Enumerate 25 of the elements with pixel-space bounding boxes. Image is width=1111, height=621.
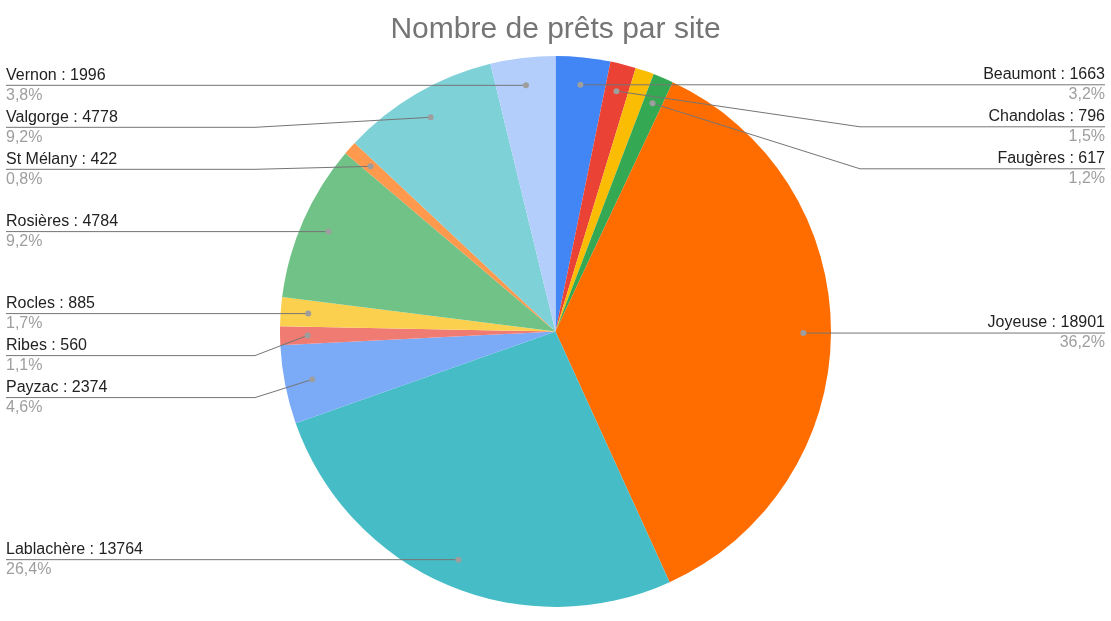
data-label: 1,1% [6, 356, 43, 374]
slice-label: Payzac : 2374 [6, 378, 108, 396]
slice-label: Valgorge : 4778 [6, 107, 118, 125]
slice-label: Vernon : 1996 [6, 65, 106, 83]
data-label: 9,2% [6, 232, 43, 250]
data-label: 1,2% [1068, 169, 1105, 187]
slice-label: Rocles : 885 [6, 294, 96, 312]
chart-title: Nombre de prêts par site [390, 11, 721, 45]
slice-label: Joyeuse : 18901 [987, 313, 1106, 331]
slice-label: Beaumont : 1663 [983, 65, 1106, 83]
data-label: 3,8% [6, 85, 43, 103]
slice-label: Chandolas : 796 [988, 107, 1106, 125]
data-label: 9,2% [6, 127, 43, 145]
data-label: 1,7% [6, 314, 43, 332]
data-label: 1,5% [1068, 127, 1105, 145]
slice-label: Lablachère : 13764 [6, 540, 144, 558]
data-label: 0,8% [6, 169, 43, 187]
slice-label: Ribes : 560 [6, 336, 88, 354]
data-label: 3,2% [1068, 85, 1105, 103]
data-label: 36,2% [1059, 333, 1105, 351]
slice-label: Faugères : 617 [997, 149, 1106, 167]
slice-label: St Mélany : 422 [6, 149, 118, 167]
slice-label: Rosières : 4784 [6, 212, 119, 230]
data-label: 26,4% [6, 560, 52, 578]
data-label: 4,6% [6, 398, 43, 416]
